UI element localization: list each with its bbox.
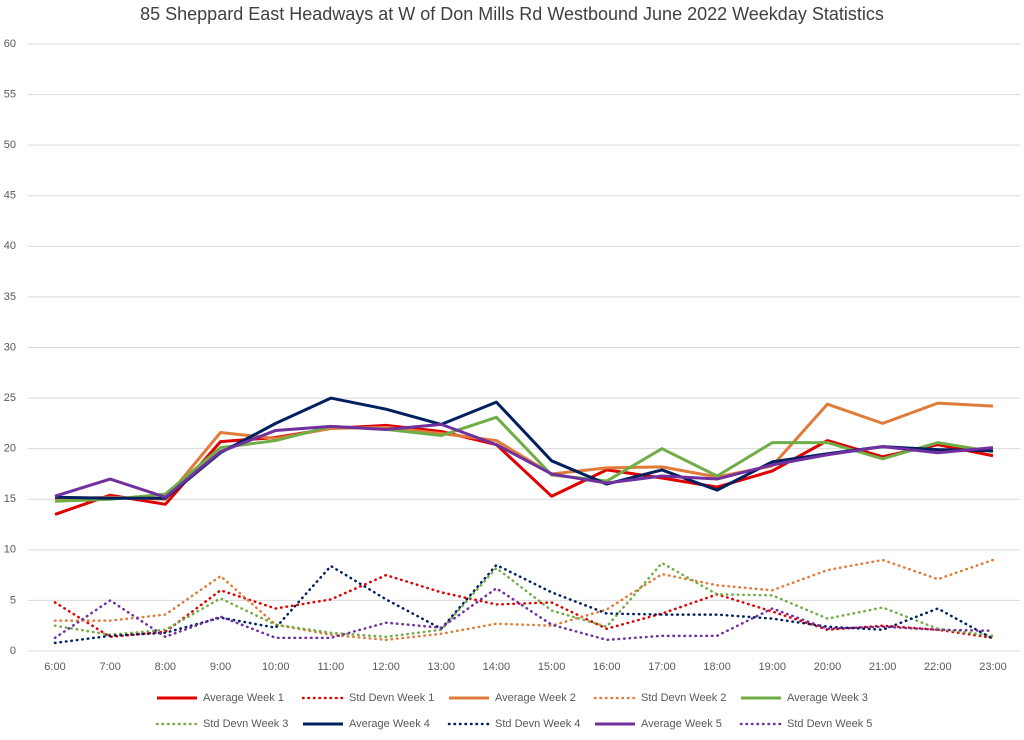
x-tick-label: 23:00 (979, 661, 1007, 673)
series-line (54, 401, 994, 501)
series-line (54, 423, 994, 516)
chart-title: 85 Sheppard East Headways at W of Don Mi… (140, 4, 884, 24)
legend-label: Std Devn Week 5 (787, 718, 872, 730)
legend-label: Std Devn Week 4 (495, 718, 580, 730)
x-tick-label: 20:00 (814, 661, 842, 673)
x-tick-label: 19:00 (759, 661, 787, 673)
series-line (53, 558, 995, 642)
y-tick-label: 15 (4, 493, 16, 505)
y-tick-label: 30 (4, 341, 16, 353)
y-tick-label: 5 (10, 594, 16, 606)
x-tick-label: 6:00 (44, 661, 65, 673)
x-tick-label: 13:00 (427, 661, 455, 673)
y-tick-label: 10 (4, 544, 16, 556)
x-tick-label: 8:00 (155, 661, 176, 673)
y-tick-label: 35 (4, 291, 16, 303)
y-tick-label: 55 (4, 88, 16, 100)
series-line (54, 415, 994, 503)
y-tick-label: 0 (10, 645, 16, 657)
series-line (54, 422, 994, 499)
legend-label: Std Devn Week 3 (203, 718, 288, 730)
series-line (53, 561, 995, 639)
series-line (53, 586, 995, 642)
x-tick-label: 12:00 (372, 661, 400, 673)
x-tick-label: 21:00 (869, 661, 897, 673)
legend-label: Std Devn Week 2 (641, 692, 726, 704)
y-tick-label: 45 (4, 190, 16, 202)
x-tick-label: 7:00 (99, 661, 120, 673)
y-tick-label: 50 (4, 139, 16, 151)
y-tick-label: 40 (4, 240, 16, 252)
x-tick-label: 9:00 (210, 661, 231, 673)
legend-label: Average Week 4 (349, 718, 430, 730)
y-tick-label: 25 (4, 392, 16, 404)
x-tick-label: 10:00 (262, 661, 290, 673)
legend-label: Average Week 5 (641, 718, 722, 730)
y-tick-label: 60 (4, 38, 16, 50)
x-tick-label: 22:00 (924, 661, 952, 673)
x-tick-label: 18:00 (703, 661, 731, 673)
legend-label: Std Devn Week 1 (349, 692, 434, 704)
legend-label: Average Week 1 (203, 692, 284, 704)
x-tick-label: 17:00 (648, 661, 676, 673)
series-line (53, 573, 995, 640)
x-tick-label: 14:00 (483, 661, 511, 673)
legend-label: Average Week 3 (787, 692, 868, 704)
legend-label: Average Week 2 (495, 692, 576, 704)
y-tick-label: 20 (4, 443, 16, 455)
x-tick-label: 11:00 (318, 661, 345, 673)
x-tick-label: 16:00 (593, 661, 621, 673)
x-tick-label: 15:00 (538, 661, 566, 673)
